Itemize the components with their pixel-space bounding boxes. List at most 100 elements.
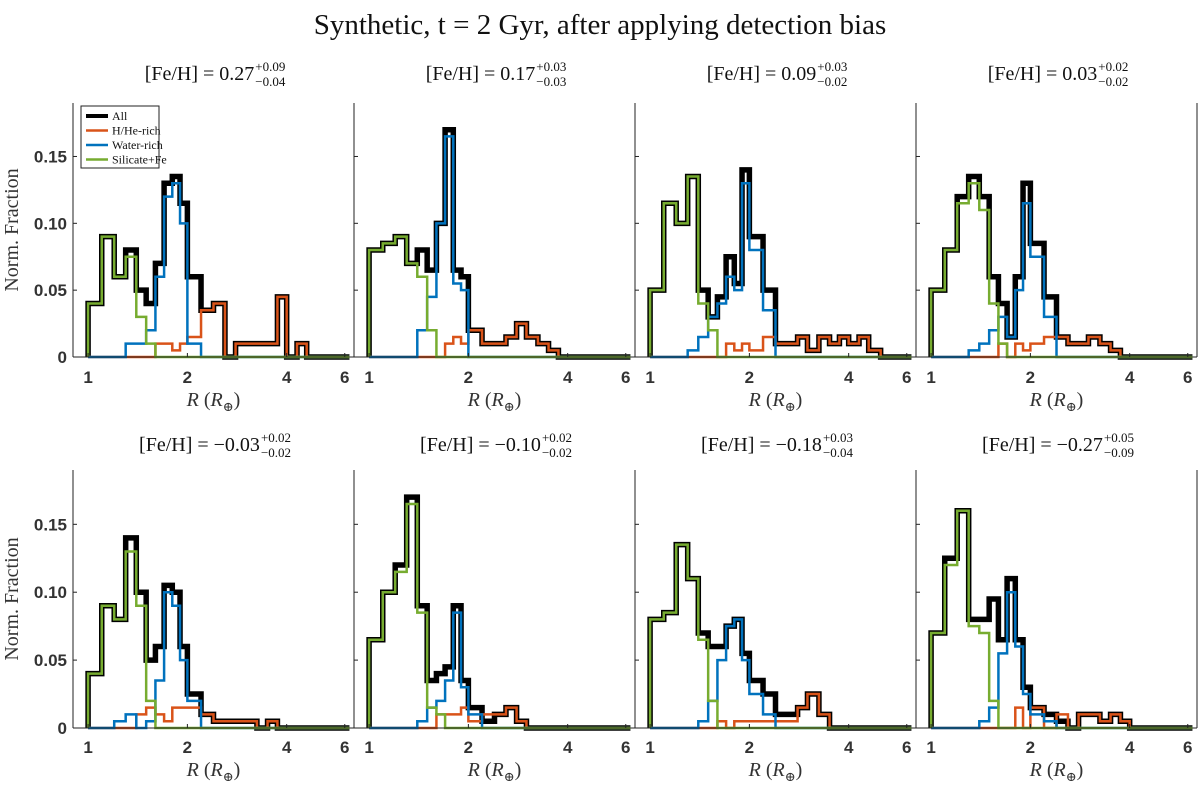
x-tick-label: 6 (340, 738, 349, 757)
x-axis-label: R (R⊕) (748, 759, 803, 784)
x-tick-label: 2 (464, 738, 473, 757)
panel-title-lower-error: −0.02 (542, 445, 572, 460)
x-axis-label: R (R⊕) (1029, 759, 1084, 784)
panel-title-lower-error: −0.04 (255, 74, 286, 89)
x-tick-label: 1 (364, 738, 373, 757)
panel-title: [Fe/H] = −0.03 +0.02−0.02 (139, 430, 291, 460)
x-tick-label: 4 (282, 738, 292, 757)
panel-7: 1 2 4 6 R (R⊕) [Fe/H] = −0.18 +0.03−0.04 (634, 430, 916, 784)
x-tick-label: 4 (563, 738, 573, 757)
x-tick-label: 4 (844, 738, 854, 757)
x-tick-label: 6 (621, 738, 630, 757)
panel-title-upper-error: +0.02 (261, 430, 291, 445)
panel-title-upper-error: +0.03 (823, 430, 853, 445)
panel-6: 1 2 4 6 R (R⊕) [Fe/H] = −0.10 +0.02−0.02 (353, 430, 635, 784)
y-tick-label: 0.10 (34, 214, 67, 233)
panel-title-main: [Fe/H] = −0.27 (982, 434, 1103, 456)
x-tick-label: 2 (183, 368, 192, 387)
x-tick-label: 4 (1125, 738, 1135, 757)
panel-title-main: [Fe/H] = −0.18 (701, 434, 822, 456)
plot-area (354, 470, 635, 728)
x-axis-label: R (R⊕) (186, 759, 241, 784)
x-tick-label: 2 (1026, 738, 1035, 757)
panel-title: [Fe/H] = 0.27 +0.09−0.04 (145, 59, 286, 89)
panel-title-upper-error: +0.02 (1098, 59, 1128, 74)
y-axis-label: Norm. Fraction (1, 168, 23, 291)
y-axis-label: Norm. Fraction (1, 537, 23, 660)
x-tick-label: 1 (926, 738, 935, 757)
x-tick-label: 1 (645, 368, 654, 387)
panel-4: 1 2 4 6 R (R⊕) [Fe/H] = 0.03 +0.02−0.02 (915, 59, 1198, 414)
y-tick-label: 0.15 (34, 147, 67, 166)
y-tick-label: 0 (58, 348, 67, 367)
x-tick-label: 2 (183, 738, 192, 757)
x-tick-label: 6 (340, 368, 349, 387)
x-tick-label: 4 (563, 368, 573, 387)
panel-title-lower-error: −0.02 (261, 445, 291, 460)
y-tick-label: 0 (58, 719, 67, 738)
x-tick-label: 2 (745, 738, 754, 757)
panel-title-main: [Fe/H] = 0.03 (988, 63, 1098, 85)
panel-title-main: [Fe/H] = 0.27 (145, 63, 255, 85)
panel-title-lower-error: −0.09 (1104, 445, 1134, 460)
panel-1: 1 2 4 6 0 0.05 0.10 0.15 R (R⊕) Norm. Fraction [Fe… (1, 59, 354, 414)
panel-title-lower-error: −0.02 (817, 74, 847, 89)
legend-label-all: All (112, 109, 128, 123)
x-tick-label: 4 (282, 368, 292, 387)
panel-title-main: [Fe/H] = 0.17 (426, 63, 536, 85)
panel-title: [Fe/H] = −0.18 +0.03−0.04 (701, 430, 853, 460)
y-tick-label: 0.05 (34, 651, 67, 670)
panel-5: 1 2 4 6 0 0.05 0.10 0.15 R (R⊕) Norm. Fraction [Fe… (1, 430, 354, 784)
x-tick-label: 4 (844, 368, 854, 387)
panel-title-lower-error: −0.04 (823, 445, 854, 460)
panel-title: [Fe/H] = 0.09 +0.03−0.02 (707, 59, 848, 89)
panel-8: 1 2 4 6 R (R⊕) [Fe/H] = −0.27 +0.05−0.09 (915, 430, 1198, 784)
panel-3: 1 2 4 6 R (R⊕) [Fe/H] = 0.09 +0.03−0.02 (634, 59, 916, 414)
x-tick-label: 1 (83, 368, 92, 387)
y-tick-label: 0.05 (34, 281, 67, 300)
panel-title-lower-error: −0.03 (536, 74, 566, 89)
x-axis-label: R (R⊕) (748, 389, 803, 414)
panel-title-upper-error: +0.03 (536, 59, 566, 74)
panels-grid: 1 2 4 6 0 0.05 0.10 0.15 R (R⊕) Norm. Fraction [Fe… (1, 59, 1198, 784)
x-tick-label: 2 (1026, 368, 1035, 387)
x-tick-label: 4 (1125, 368, 1135, 387)
panel-title: [Fe/H] = −0.27 +0.05−0.09 (982, 430, 1134, 460)
x-axis-label: R (R⊕) (467, 389, 522, 414)
legend-label-hhe: H/He-rich (112, 124, 161, 138)
y-tick-label: 0.15 (34, 515, 67, 534)
legend-label-water: Water-rich (112, 138, 163, 152)
x-axis-label: R (R⊕) (1029, 389, 1084, 414)
x-axis-label: R (R⊕) (186, 389, 241, 414)
legend-box (80, 105, 160, 169)
x-tick-label: 1 (364, 368, 373, 387)
panel-title-upper-error: +0.09 (255, 59, 285, 74)
panel-title-upper-error: +0.03 (817, 59, 847, 74)
plot-area (354, 103, 635, 357)
x-tick-label: 6 (621, 368, 630, 387)
panel-title-upper-error: +0.02 (542, 430, 572, 445)
x-tick-label: 2 (745, 368, 754, 387)
x-tick-label: 6 (902, 738, 911, 757)
plot-area (635, 470, 916, 728)
x-tick-label: 6 (902, 368, 911, 387)
panel-title-main: [Fe/H] = −0.03 (139, 434, 260, 456)
panel-2: 1 2 4 6 R (R⊕) [Fe/H] = 0.17 +0.03−0.03 (353, 59, 635, 414)
figure-title: Synthetic, t = 2 Gyr, after applying det… (314, 9, 887, 41)
panel-title-upper-error: +0.05 (1104, 430, 1134, 445)
plot-area (73, 470, 354, 728)
panel-title: [Fe/H] = 0.17 +0.03−0.03 (426, 59, 567, 89)
panel-title: [Fe/H] = −0.10 +0.02−0.02 (420, 430, 572, 460)
y-tick-label: 0.10 (34, 583, 67, 602)
x-tick-label: 2 (464, 368, 473, 387)
x-tick-label: 1 (645, 738, 654, 757)
panel-title: [Fe/H] = 0.03 +0.02−0.02 (988, 59, 1129, 89)
panel-title-main: [Fe/H] = −0.10 (420, 434, 541, 456)
panel-title-main: [Fe/H] = 0.09 (707, 63, 817, 85)
x-tick-label: 1 (83, 738, 92, 757)
x-tick-label: 6 (1183, 368, 1192, 387)
x-tick-label: 1 (926, 368, 935, 387)
x-tick-label: 6 (1183, 738, 1192, 757)
